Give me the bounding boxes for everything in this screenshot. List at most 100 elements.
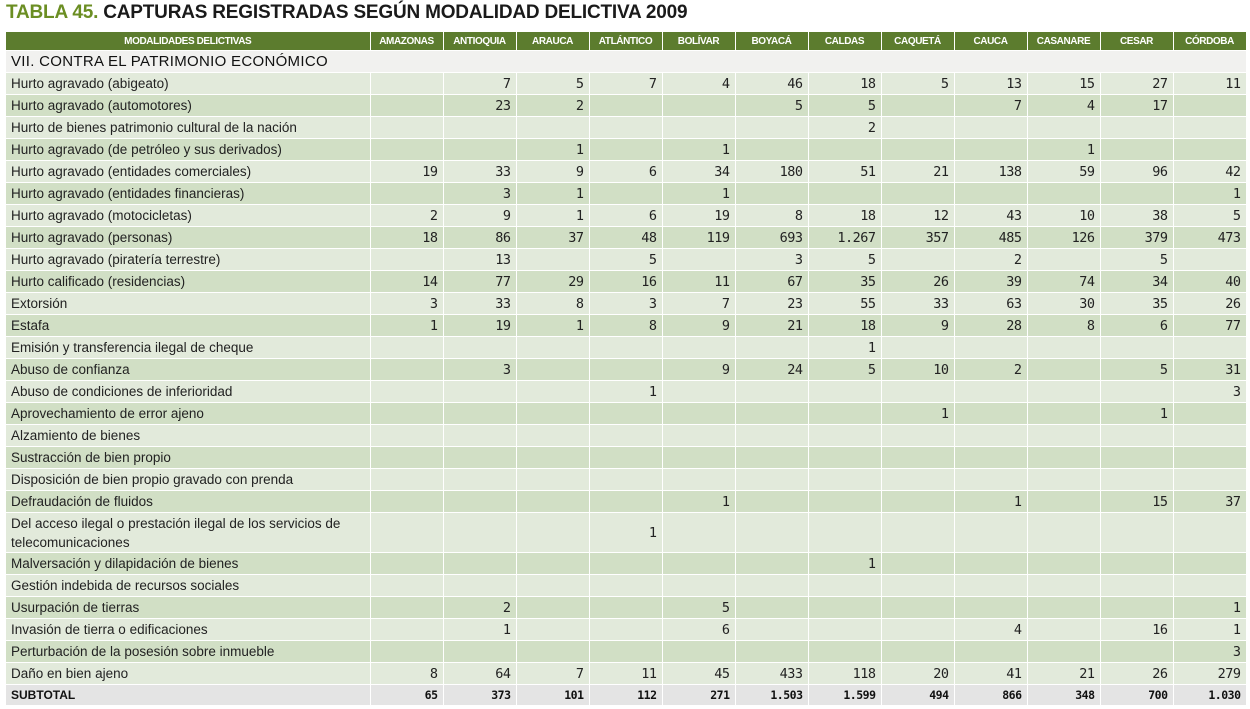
table-row: Invasión de tierra o edificaciones 1 6 4 16 1 [6, 618, 1247, 641]
cell-value: 101 [516, 684, 590, 706]
table-row: Hurto agravado (automotores) 23 2 5 5 7 4 17 [6, 94, 1247, 117]
cell-value [443, 446, 517, 469]
cell-value: 11 [589, 662, 663, 685]
cell-value [370, 596, 444, 619]
column-header: ATLÁNTICO [589, 32, 663, 51]
cell-value [662, 336, 736, 359]
row-label: Hurto agravado (automotores) [6, 94, 371, 117]
cell-value: 3 [370, 292, 444, 315]
cell-value: 37 [516, 226, 590, 249]
cell-value [516, 424, 590, 447]
subtotal-row: SUBTOTAL 65 373 101 112 271 1.503 1.599 494 866 34… [6, 684, 1247, 706]
cell-value [1027, 490, 1101, 513]
row-label: Alzamiento de bienes [6, 424, 371, 447]
cell-value [516, 468, 590, 491]
cell-value: 1.599 [808, 684, 882, 706]
cell-value: 1 [516, 314, 590, 337]
cell-value [443, 640, 517, 663]
cell-value [1027, 596, 1101, 619]
table-row: Usurpación de tierras 2 5 1 [6, 596, 1247, 619]
cell-value: 14 [370, 270, 444, 293]
cell-value: 5 [1173, 204, 1247, 227]
cell-value [662, 94, 736, 117]
cell-value: 5 [735, 94, 809, 117]
cell-value [1100, 512, 1174, 553]
table-row: Del acceso ilegal o prestación ilegal de… [6, 512, 1247, 553]
cell-value: 51 [808, 160, 882, 183]
cell-value: 3 [443, 358, 517, 381]
cell-value [808, 446, 882, 469]
table-row: Hurto agravado (entidades comerciales) 19… [6, 160, 1247, 183]
cell-value [370, 94, 444, 117]
row-label: SUBTOTAL [6, 684, 371, 706]
cell-value [370, 446, 444, 469]
table-row: Hurto agravado (motocicletas) 2 9 1 6 19 8 18 12… [6, 204, 1247, 227]
cell-value [1100, 380, 1174, 403]
cell-value: 126 [1027, 226, 1101, 249]
cell-value [881, 640, 955, 663]
cell-value: 494 [881, 684, 955, 706]
cell-value [370, 248, 444, 271]
cell-value: 1 [808, 552, 882, 575]
cell-value: 5 [1100, 248, 1174, 271]
cell-value [516, 640, 590, 663]
cell-value: 18 [808, 314, 882, 337]
cell-value [881, 618, 955, 641]
cell-value [370, 640, 444, 663]
row-label: Hurto agravado (personas) [6, 226, 371, 249]
cell-value [1173, 116, 1247, 139]
cell-value [589, 402, 663, 425]
row-label: Hurto agravado (entidades comerciales) [6, 160, 371, 183]
cell-value: 13 [954, 72, 1028, 95]
cell-value: 35 [808, 270, 882, 293]
row-label: Usurpación de tierras [6, 596, 371, 619]
cell-value [808, 468, 882, 491]
cell-value [1100, 182, 1174, 205]
cell-value [1100, 596, 1174, 619]
cell-value: 6 [662, 618, 736, 641]
cell-value: 693 [735, 226, 809, 249]
cell-value: 10 [1027, 204, 1101, 227]
cell-value: 59 [1027, 160, 1101, 183]
cell-value [954, 512, 1028, 553]
cell-value: 1 [1173, 182, 1247, 205]
table-row: Hurto agravado (de petróleo y sus deriva… [6, 138, 1247, 161]
cell-value [1027, 248, 1101, 271]
cell-value: 2 [516, 94, 590, 117]
table-row: Abuso de confianza 3 9 24 5 10 2 5 31 [6, 358, 1247, 381]
row-label: Abuso de confianza [6, 358, 371, 381]
cell-value: 5 [516, 72, 590, 95]
header-row: MODALIDADES DELICTIVAS AMAZONAS ANTIOQUIA A… [6, 32, 1247, 51]
cell-value [516, 596, 590, 619]
cell-value [735, 596, 809, 619]
cell-value: 1.503 [735, 684, 809, 706]
cell-value: 45 [662, 662, 736, 685]
cell-value: 19 [443, 314, 517, 337]
cell-value [881, 248, 955, 271]
cell-value: 1 [662, 138, 736, 161]
row-label: Perturbación de la posesión sobre inmueb… [6, 640, 371, 663]
cell-value [1027, 402, 1101, 425]
cell-value [370, 336, 444, 359]
cell-value [1027, 336, 1101, 359]
cell-value: 7 [662, 292, 736, 315]
cell-value [954, 336, 1028, 359]
table-row: Perturbación de la posesión sobre inmueb… [6, 640, 1247, 663]
cell-value [808, 640, 882, 663]
cell-value: 348 [1027, 684, 1101, 706]
cell-value: 9 [662, 314, 736, 337]
cell-value [370, 380, 444, 403]
cell-value [808, 618, 882, 641]
cell-value: 19 [370, 160, 444, 183]
cell-value [735, 640, 809, 663]
row-label: Hurto agravado (entidades financieras) [6, 182, 371, 205]
row-label: Hurto agravado (piratería terrestre) [6, 248, 371, 271]
cell-value: 8 [735, 204, 809, 227]
row-label: Extorsión [6, 292, 371, 315]
cell-value: 8 [589, 314, 663, 337]
cell-value [954, 640, 1028, 663]
cell-value: 373 [443, 684, 517, 706]
cell-value [735, 468, 809, 491]
cell-value [589, 596, 663, 619]
cell-value: 6 [589, 204, 663, 227]
